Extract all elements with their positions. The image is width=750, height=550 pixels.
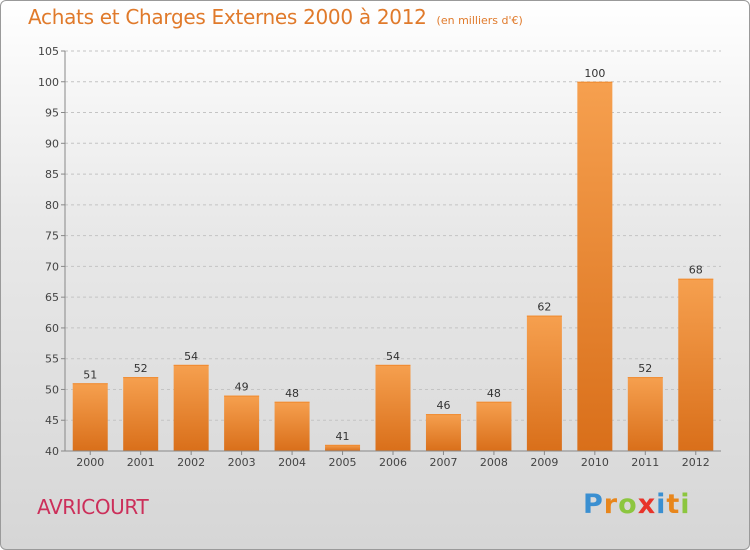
logo-letter: t	[666, 489, 681, 520]
x-tick-label: 2001	[127, 456, 155, 469]
x-tick-label: 2002	[177, 456, 205, 469]
bar-value-label: 54	[386, 350, 400, 363]
y-tick-label: 105	[38, 45, 59, 58]
x-tick-label: 2012	[682, 456, 710, 469]
bar-value-label: 52	[638, 362, 652, 375]
bars: 51 52 54 49 48 41 54 46 48 62 100 52 68	[72, 67, 714, 452]
y-tick-label: 60	[45, 322, 59, 335]
x-tick-label: 2008	[480, 456, 508, 469]
bar-value-label: 48	[487, 387, 501, 400]
bar	[627, 377, 663, 451]
bar	[526, 315, 562, 451]
chart-title: Achats et Charges Externes 2000 à 2012	[28, 5, 427, 29]
y-tick-label: 45	[45, 414, 59, 427]
bar	[274, 401, 310, 451]
town-name: AVRICOURT	[37, 495, 149, 519]
bar-value-label: 52	[134, 362, 148, 375]
bar-value-label: 100	[584, 67, 605, 80]
x-tick-label: 2006	[379, 456, 407, 469]
bar	[375, 364, 411, 451]
bar-value-label: 62	[537, 301, 551, 314]
title-block: Achats et Charges Externes 2000 à 2012 (e…	[28, 5, 523, 29]
y-tick-label: 55	[45, 353, 59, 366]
x-axis: 2000 2001 2002 2003 2004 2005 2006 2007 2008 2009…	[65, 450, 721, 469]
bar	[123, 377, 159, 451]
bar	[476, 401, 512, 451]
bar	[72, 383, 108, 451]
proxiti-logo[interactable]: Proxiti	[583, 489, 691, 520]
bar-value-label: 51	[83, 368, 97, 381]
chart-subtitle: (en milliers d'€)	[436, 14, 523, 27]
x-tick-label: 2004	[278, 456, 306, 469]
bar	[173, 364, 209, 451]
y-tick-label: 75	[45, 230, 59, 243]
bar-value-label: 54	[184, 350, 198, 363]
y-tick-label: 85	[45, 168, 59, 181]
logo-letter: i	[680, 489, 691, 520]
y-tick-label: 95	[45, 107, 59, 120]
bar	[425, 414, 461, 451]
y-tick-label: 80	[45, 199, 59, 212]
bar	[224, 395, 260, 451]
bar-value-label: 46	[436, 399, 450, 412]
x-tick-label: 2007	[429, 456, 457, 469]
logo-letter: r	[603, 489, 619, 520]
bar-value-label: 41	[336, 430, 350, 443]
x-tick-label: 2000	[76, 456, 104, 469]
bar	[325, 444, 361, 451]
x-tick-label: 2010	[581, 456, 609, 469]
y-tick-label: 90	[45, 137, 59, 150]
bar	[577, 81, 613, 452]
y-tick-label: 100	[38, 76, 59, 89]
y-axis: 40 45 50 55 60 65 70 75 80 85 90 95 100 105	[38, 45, 66, 458]
logo-letter: P	[583, 489, 604, 520]
x-tick-label: 2003	[228, 456, 256, 469]
bar-value-label: 48	[285, 387, 299, 400]
x-tick-label: 2005	[329, 456, 357, 469]
logo-letter: o	[618, 489, 638, 520]
logo-letter: i	[656, 489, 667, 520]
y-tick-label: 65	[45, 291, 59, 304]
bar	[678, 278, 714, 451]
logo-letter: x	[637, 489, 657, 520]
x-tick-label: 2009	[530, 456, 558, 469]
bar-value-label: 68	[689, 264, 703, 277]
y-tick-label: 70	[45, 260, 59, 273]
y-tick-label: 40	[45, 445, 59, 458]
y-tick-label: 50	[45, 383, 59, 396]
bar-value-label: 49	[235, 381, 249, 394]
x-tick-label: 2011	[631, 456, 659, 469]
